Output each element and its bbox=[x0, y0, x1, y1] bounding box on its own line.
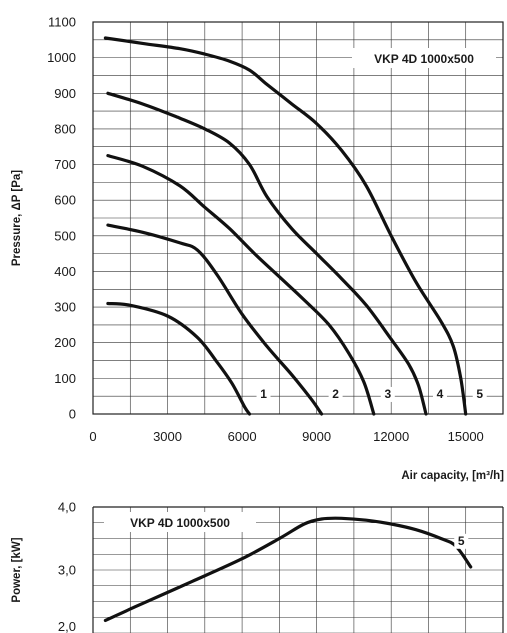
curve-label-4: 4 bbox=[437, 387, 444, 401]
pressure-y-tick-label: 700 bbox=[54, 157, 76, 172]
pressure-y-tick-label: 600 bbox=[54, 193, 76, 208]
pressure-y-tick-label: 900 bbox=[54, 86, 76, 101]
pressure-y-tick-label: 500 bbox=[54, 228, 76, 243]
x-axis-label: Air capacity, [m³/h] bbox=[401, 470, 504, 482]
pressure-y-tick-label: 0 bbox=[69, 407, 76, 422]
pressure-y-tick-label: 300 bbox=[54, 300, 76, 315]
curve-label-1: 1 bbox=[260, 387, 267, 401]
pressure-y-tick-label: 200 bbox=[54, 335, 76, 350]
pressure-y-tick-label: 100 bbox=[54, 371, 76, 386]
pressure-chart-title: VKP 4D 1000x500 bbox=[374, 52, 474, 66]
power-curve-label-5: 5 bbox=[458, 534, 465, 548]
power-y-tick-label: 3,0 bbox=[58, 563, 76, 578]
x-tick-label: 0 bbox=[89, 429, 96, 444]
curve-label-2: 2 bbox=[332, 387, 339, 401]
x-tick-label: 3000 bbox=[153, 429, 182, 444]
curve-label-5: 5 bbox=[476, 387, 483, 401]
pressure-y-axis-label: Pressure, ΔP [Pa] bbox=[11, 170, 23, 266]
pressure-y-tick-label: 800 bbox=[54, 121, 76, 136]
x-tick-label: 12000 bbox=[373, 429, 409, 444]
power-y-axis-label: Power, [kW] bbox=[11, 537, 23, 602]
power-chart-title: VKP 4D 1000x500 bbox=[130, 516, 230, 530]
pressure-y-tick-label: 1000 bbox=[47, 50, 76, 65]
power-y-tick-label: 2,0 bbox=[58, 619, 76, 633]
pressure-y-tick-label: 1100 bbox=[48, 15, 76, 30]
power-y-tick-label: 4,0 bbox=[58, 500, 76, 515]
curve-label-3: 3 bbox=[384, 387, 391, 401]
x-tick-label: 15000 bbox=[448, 429, 484, 444]
pressure-y-tick-label: 400 bbox=[54, 264, 76, 279]
x-tick-label: 6000 bbox=[228, 429, 257, 444]
x-tick-label: 9000 bbox=[302, 429, 331, 444]
